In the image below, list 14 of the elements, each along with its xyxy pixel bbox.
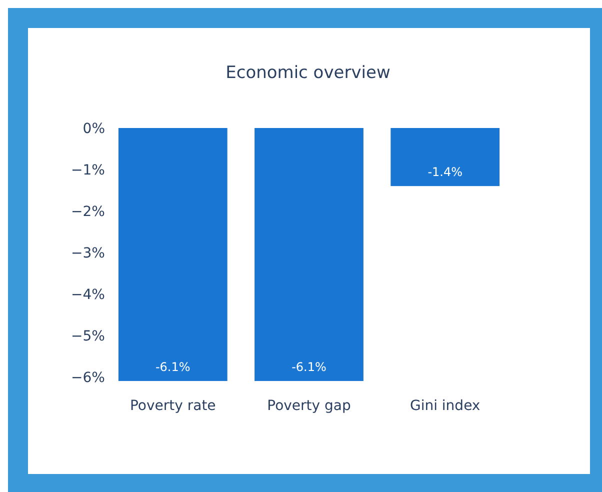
y-tick-label: −1%: [71, 162, 105, 178]
y-tick-label: −3%: [71, 245, 105, 262]
y-tick-label: −6%: [71, 370, 105, 386]
y-tick-label: −4%: [71, 286, 105, 303]
x-tick-label: Poverty gap: [267, 398, 351, 414]
data-label: -1.4%: [428, 165, 463, 180]
data-label: -6.1%: [155, 360, 190, 374]
y-tick-label: −2%: [71, 204, 105, 220]
chart-title: Economic overview: [226, 63, 390, 83]
y-tick-label: −5%: [71, 328, 105, 344]
x-tick-label: Poverty rate: [130, 398, 216, 414]
data-label: -6.1%: [292, 360, 326, 374]
x-tick-label: Gini index: [410, 398, 480, 414]
y-tick-label: 0%: [82, 121, 105, 137]
